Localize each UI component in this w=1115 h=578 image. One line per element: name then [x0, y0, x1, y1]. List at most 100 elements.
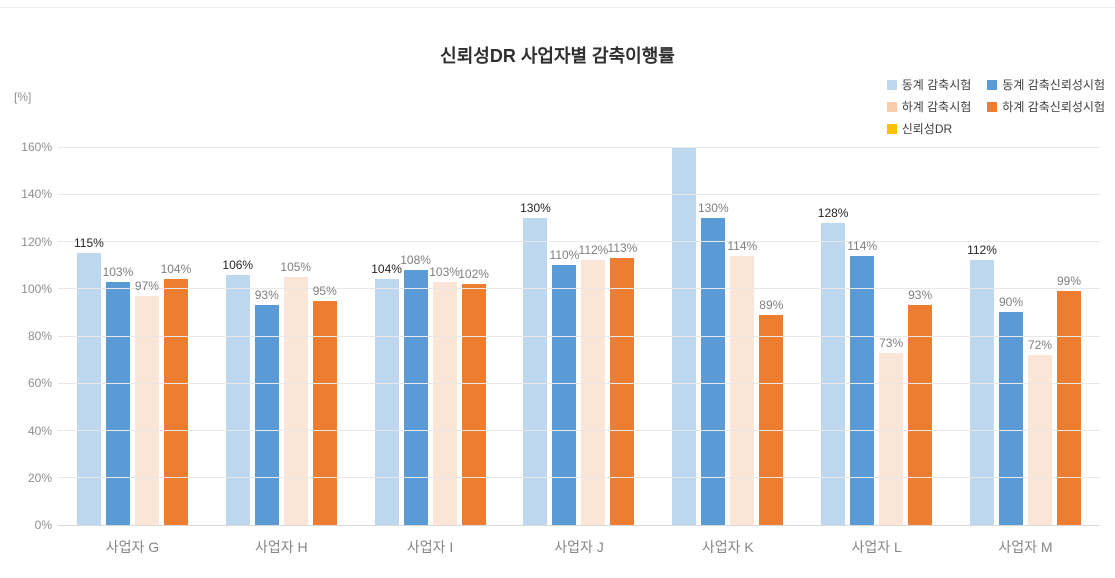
bar-value-label: 93%	[908, 288, 933, 303]
bar	[701, 217, 726, 525]
bar-wrap: 113%	[608, 241, 637, 525]
bar-value-label: 72%	[1027, 337, 1052, 352]
bar-wrap: 106%	[222, 258, 253, 525]
bar-value-label: 115%	[74, 236, 104, 251]
gridline	[58, 477, 1100, 479]
bar-value-label: 73%	[879, 335, 904, 350]
bar	[432, 281, 457, 525]
bar-wrap: 108%	[400, 253, 431, 525]
bar-value-label: 103%	[102, 264, 134, 279]
bar-value-label: 90%	[998, 295, 1023, 310]
y-tick-label: 80%	[27, 329, 52, 343]
bar	[581, 260, 606, 525]
bar	[225, 274, 250, 525]
bar-wrap: 104%	[161, 262, 191, 525]
legend-label: 하계 감축시험	[901, 100, 972, 114]
bar-value-label: 106%	[222, 257, 254, 272]
chart-title: 신뢰성DR 사업자별 감축이행률	[440, 46, 675, 66]
bar	[759, 314, 784, 525]
bar-wrap: 128%	[818, 206, 848, 525]
bar	[283, 276, 308, 525]
gridline	[58, 146, 1100, 148]
bar-value-label: 99%	[1056, 274, 1081, 289]
bar	[850, 255, 875, 525]
legend-swatch-icon	[987, 79, 998, 90]
bar-group: 128% 114% 73% 93% 사업자 L	[818, 147, 933, 555]
bar-wrap: 102%	[458, 267, 489, 525]
bar-value-label: 114%	[847, 238, 878, 253]
bar-value-label: 130%	[520, 200, 551, 215]
bar-value-label: 103%	[429, 264, 460, 279]
gridline	[58, 524, 1100, 526]
bar-wrap: 93%	[908, 288, 933, 525]
x-axis-label: 사업자 H	[254, 539, 308, 555]
x-axis-label: 사업자 M	[998, 539, 1053, 555]
bar-value-label: 104%	[371, 262, 402, 277]
legend-item: 하계 감축시험	[886, 98, 972, 115]
gridline	[58, 193, 1100, 195]
bar-value-label: 112%	[967, 243, 997, 258]
bar-value-label: 102%	[458, 267, 489, 282]
gridline	[58, 335, 1100, 337]
gridline	[58, 430, 1100, 431]
bar-value-label: 128%	[817, 205, 849, 220]
bar	[523, 217, 548, 525]
bar	[134, 295, 159, 525]
bar	[312, 300, 337, 525]
bar-wrap: 130%	[698, 201, 729, 525]
bar-wrap: 72%	[1028, 338, 1052, 525]
bar-wrap: 97%	[134, 279, 159, 525]
bar-wrap: 103%	[103, 265, 133, 525]
bar-value-label: 104%	[160, 262, 192, 277]
bar	[374, 279, 399, 525]
bar	[163, 279, 188, 525]
gridline	[58, 241, 1100, 242]
y-tick-label: 20%	[27, 470, 52, 485]
legend-label: 신뢰성DR	[901, 122, 953, 136]
x-axis-label: 사업자 G	[105, 539, 160, 555]
bar-value-label: 110%	[549, 248, 580, 263]
bar	[610, 258, 635, 525]
bar	[76, 253, 101, 525]
bar-wrap: 115%	[74, 236, 104, 525]
bar-wrap: 89%	[759, 298, 784, 525]
bar	[461, 284, 486, 525]
legend-item: 신뢰성DR	[886, 120, 972, 137]
legend-label: 동계 감축신뢰성시험	[1002, 78, 1105, 92]
bar	[552, 265, 577, 525]
bar-group: 106% 93% 105% 95% 사업자 H	[222, 147, 337, 555]
legend-item: 하계 감축신뢰성시험	[987, 98, 1105, 115]
bar	[254, 305, 279, 525]
bar-group: 130% 110% 112% 113% 사업자 J	[520, 147, 637, 555]
legend-item: 동계 감축신뢰성시험	[987, 76, 1105, 93]
bar	[403, 269, 428, 525]
bar	[821, 222, 846, 525]
bar-value-label: 105%	[280, 259, 312, 274]
bar	[105, 281, 130, 525]
bar-wrap: 114%	[847, 239, 877, 525]
x-axis-label: 사업자 L	[851, 539, 902, 555]
bar-wrap: 73%	[879, 336, 903, 525]
legend: 동계 감축시험 동계 감축신뢰성시험 하계 감축시험 하계 감축신뢰성시험 신뢰성DR	[886, 76, 1105, 137]
y-tick-label: 120%	[21, 234, 52, 249]
y-tick-label: 0%	[34, 518, 52, 532]
bar-wrap: 112%	[967, 243, 997, 525]
bar	[1056, 291, 1081, 525]
bar	[730, 255, 755, 525]
y-axis-unit-label: [%]	[14, 90, 32, 104]
legend-swatch-icon	[987, 101, 998, 112]
bar-wrap: 90%	[999, 295, 1023, 525]
y-tick-label: 160%	[21, 140, 52, 154]
y-tick-label: 40%	[27, 423, 52, 438]
bar-value-label: 113%	[607, 241, 638, 256]
top-divider	[0, 7, 1115, 8]
bar-wrap: 105%	[280, 260, 311, 525]
legend-label: 하계 감축신뢰성시험	[1002, 100, 1105, 114]
bar	[908, 305, 933, 525]
y-tick-label: 100%	[21, 281, 52, 296]
bar-value-label: 114%	[727, 238, 758, 253]
x-axis-label: 사업자 I	[406, 539, 454, 555]
